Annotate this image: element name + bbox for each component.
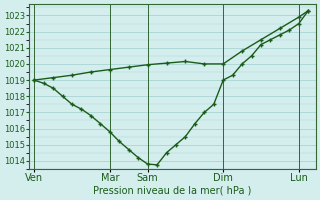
X-axis label: Pression niveau de la mer( hPa ): Pression niveau de la mer( hPa ): [93, 186, 252, 196]
